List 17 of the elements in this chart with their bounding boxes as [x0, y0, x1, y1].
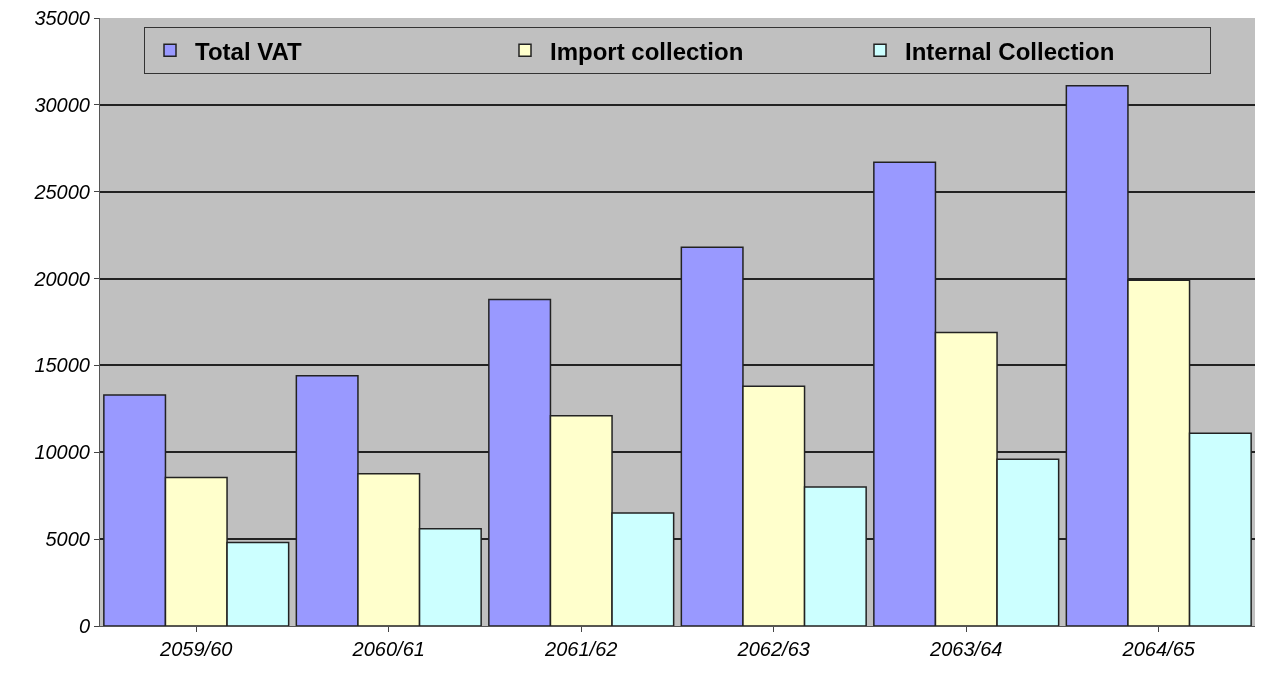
- y-tick-label: 25000: [33, 180, 90, 203]
- x-tick-label: 2060/61: [351, 638, 425, 660]
- y-tick-label: 10000: [34, 441, 90, 464]
- y-tick-label: 15000: [34, 354, 90, 377]
- y-tick-label: 35000: [34, 7, 90, 29]
- x-tick-label: 2059/60: [159, 638, 233, 660]
- legend-label: Total VAT: [195, 37, 302, 65]
- y-tick-label: 30000: [34, 93, 90, 116]
- x-tick-label: 2061/62: [544, 638, 618, 660]
- legend-label: Import collection: [550, 37, 744, 65]
- legend-label: Internal Collection: [905, 37, 1115, 65]
- y-tick-label: 5000: [45, 528, 90, 551]
- y-tick-label: 0: [78, 615, 90, 637]
- x-tick-label: 2062/63: [736, 638, 810, 660]
- x-tick-label: 2064/65: [1121, 638, 1196, 660]
- y-tick-label: 20000: [33, 267, 90, 290]
- x-tick-label: 2063/64: [929, 638, 1003, 660]
